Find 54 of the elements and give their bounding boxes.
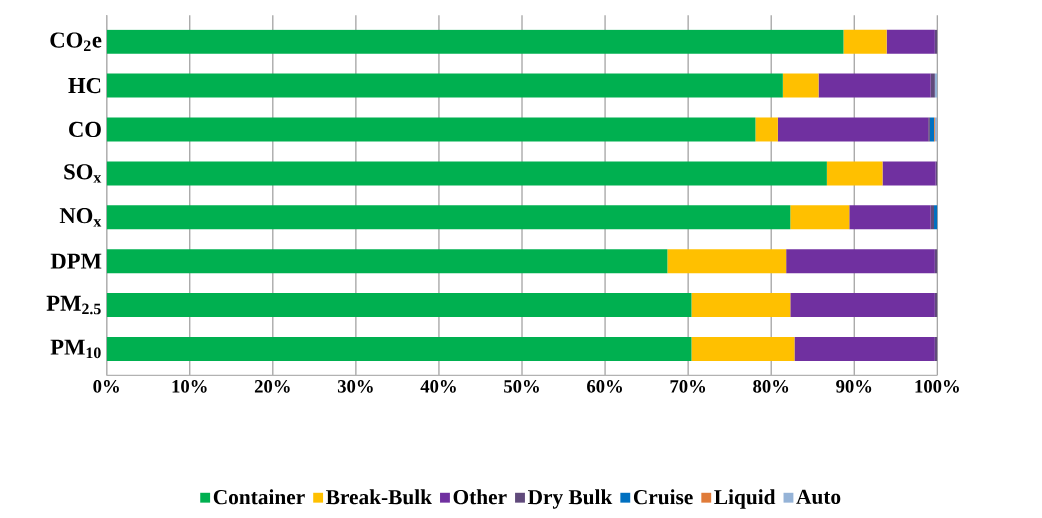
legend-label: Container	[213, 489, 305, 505]
legend-label: Break-Bulk	[326, 489, 433, 505]
x-tick-label: 70%	[670, 380, 706, 393]
bar	[886, 29, 935, 54]
bar	[930, 73, 935, 98]
bar	[691, 293, 791, 318]
bar	[882, 161, 936, 186]
bar	[794, 336, 935, 361]
bar	[106, 161, 827, 186]
bar	[934, 205, 938, 230]
y-tick-label: CO	[69, 121, 101, 138]
bar	[929, 117, 935, 142]
x-tick-label: 100%	[915, 380, 959, 393]
bar	[849, 205, 931, 230]
bar	[843, 29, 887, 54]
legend-label: Auto	[796, 489, 841, 505]
bar	[782, 73, 819, 98]
y-tick-label: PM$_{2.5}$	[46, 295, 101, 315]
x-tick-label: 80%	[753, 380, 789, 393]
y-tick-label: SO$_{x}$	[64, 164, 102, 183]
legend-label: Cruise	[633, 489, 693, 505]
x-tick-label: 30%	[337, 380, 373, 393]
bar	[106, 249, 668, 274]
x-tick-label: 40%	[420, 380, 456, 393]
bar	[667, 249, 787, 274]
bar	[755, 117, 778, 142]
y-tick-label: CO$_{2}$e	[50, 32, 102, 51]
bar	[930, 205, 935, 230]
legend-label: Dry Bulk	[527, 489, 613, 509]
x-tick-label: 0%	[93, 380, 119, 393]
y-tick-label: PM$_{10}$	[50, 339, 101, 359]
bar	[106, 117, 756, 142]
x-tick-label: 50%	[504, 380, 539, 393]
y-tick-label: NO$_{x}$	[59, 208, 102, 227]
bar	[106, 205, 791, 230]
bar	[106, 29, 844, 54]
bar	[106, 336, 692, 361]
bar	[790, 293, 935, 318]
x-tick-label: 60%	[587, 380, 622, 393]
y-tick-label: HC	[68, 77, 101, 94]
bar	[826, 161, 883, 186]
x-tick-label: 10%	[172, 380, 207, 393]
bar	[818, 73, 931, 98]
bar	[106, 293, 692, 318]
bar	[777, 117, 929, 142]
bar	[786, 249, 935, 274]
bar	[790, 205, 850, 230]
legend-label: Other	[453, 489, 507, 505]
x-tick-label: 20%	[254, 380, 290, 393]
bar	[691, 336, 795, 361]
legend-label: Liquid	[714, 489, 776, 509]
x-tick-label: 90%	[836, 380, 872, 393]
y-tick-label: DPM	[50, 253, 102, 269]
bar	[106, 73, 783, 98]
